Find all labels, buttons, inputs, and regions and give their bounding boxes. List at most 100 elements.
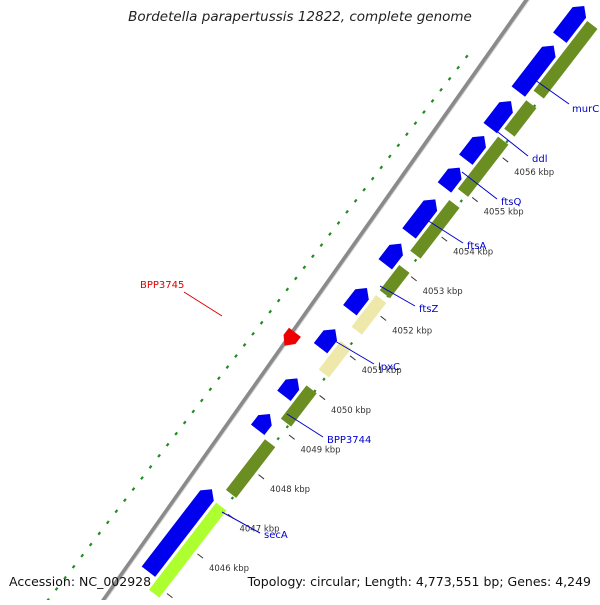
tick-label: 4050 kbp xyxy=(331,406,371,416)
gene-leader-line xyxy=(426,219,464,244)
cds-forward-feature xyxy=(277,378,300,401)
tick-mark xyxy=(471,197,478,203)
tick-label: 4051 kbp xyxy=(362,366,402,376)
tick-mark xyxy=(319,395,326,401)
gc-skew-dot xyxy=(123,498,127,503)
gene-label: secA xyxy=(264,530,288,541)
gc-skew-dot xyxy=(396,143,401,148)
gc-skew-dot xyxy=(63,575,67,580)
cog-feature xyxy=(457,136,509,197)
tick-label: 4052 kbp xyxy=(392,327,432,337)
gc-skew-dot xyxy=(285,287,290,292)
cds-forward-feature xyxy=(250,413,272,436)
tick-mark xyxy=(349,355,356,361)
cog-feature xyxy=(149,502,227,598)
gene-leader-line xyxy=(461,171,498,200)
cog-feature xyxy=(533,20,598,99)
gene-label: lpxC xyxy=(378,362,400,373)
gc-skew-dot xyxy=(251,331,255,336)
tick-label: 4056 kbp xyxy=(514,168,554,178)
gc-content-dot xyxy=(349,341,354,346)
cog-feature xyxy=(504,100,537,137)
cds-forward-feature xyxy=(313,329,338,354)
gc-content-dot xyxy=(459,199,463,203)
gc-skew-dot xyxy=(148,464,153,469)
tick-label: 4054 kbp xyxy=(453,247,493,257)
tick-label: 4047 kbp xyxy=(239,525,279,535)
gc-skew-dot xyxy=(405,132,409,137)
tick-mark xyxy=(441,236,448,242)
cds-forward-feature xyxy=(378,243,403,270)
cog-feature xyxy=(410,200,460,259)
gene-label: ftsQ xyxy=(501,197,521,208)
tick-mark xyxy=(410,276,417,282)
gc-skew-dot xyxy=(157,453,161,458)
genome-backbone xyxy=(98,0,529,605)
gene-label: ftsA xyxy=(467,241,486,252)
gc-skew-dot xyxy=(131,487,136,492)
tick-mark xyxy=(288,434,295,440)
gc-skew-dot xyxy=(71,564,76,569)
gene-label: BPP3745 xyxy=(140,280,184,291)
tick-mark xyxy=(502,157,509,163)
gc-content-dot xyxy=(413,258,418,263)
cds-forward-feature xyxy=(553,6,587,43)
gc-skew-dot xyxy=(88,542,93,547)
tick-mark xyxy=(258,474,265,480)
gc-skew-dot xyxy=(447,76,452,81)
gene-leader-line xyxy=(493,128,529,157)
tick-label: 4046 kbp xyxy=(209,564,249,574)
gc-skew-dot xyxy=(319,243,324,248)
gc-skew-dot xyxy=(328,232,332,236)
gc-skew-dot xyxy=(80,553,85,558)
gc-skew-dot xyxy=(430,99,435,103)
gc-content-dot xyxy=(322,377,326,381)
cds-forward-feature xyxy=(459,135,486,165)
gc-skew-dot xyxy=(182,420,187,425)
gc-skew-dot xyxy=(165,442,170,447)
gc-skew-dot xyxy=(387,154,392,159)
cds-forward-feature xyxy=(437,167,462,193)
cds-bpp3745-feature xyxy=(283,327,301,346)
gc-skew-dot xyxy=(345,209,349,214)
gene-label: BPP3744 xyxy=(327,435,371,446)
gc-skew-dot xyxy=(311,254,315,259)
gc-skew-dot xyxy=(225,365,230,370)
genome-backbone-highlight xyxy=(101,0,530,605)
gc-skew-dot xyxy=(259,320,264,325)
gc-skew-dot xyxy=(97,531,102,536)
tick-label: 4053 kbp xyxy=(423,287,463,297)
tick-label: 4048 kbp xyxy=(270,485,310,495)
gc-skew-dot xyxy=(105,520,110,525)
cog-feature xyxy=(351,295,387,335)
cog-feature xyxy=(225,439,276,498)
gc-skew-dot xyxy=(293,276,298,281)
gene-leader-line xyxy=(334,340,375,365)
gc-skew-dot xyxy=(379,165,384,170)
tick-mark xyxy=(166,593,173,599)
gc-content-dot xyxy=(505,139,509,144)
gc-skew-dot xyxy=(362,187,367,192)
gc-skew-dot xyxy=(191,409,196,414)
gc-skew-dot xyxy=(268,309,273,314)
tick-label: 4055 kbp xyxy=(484,208,524,218)
gc-skew-dot xyxy=(456,65,460,70)
cds-forward-feature xyxy=(511,45,556,97)
gc-skew-dot xyxy=(199,398,204,403)
gc-skew-dot xyxy=(54,586,59,591)
accession-label: Accession: NC_002928 xyxy=(9,574,152,589)
gene-leader-line xyxy=(221,511,261,534)
tick-label: 4049 kbp xyxy=(301,445,341,455)
gene-leader-line xyxy=(286,413,324,438)
gc-skew-dot xyxy=(217,376,221,381)
cds-forward-feature xyxy=(483,101,513,134)
gene-label: murC xyxy=(572,104,599,115)
cds-forward-feature xyxy=(141,489,214,577)
gc-skew-dot xyxy=(336,221,341,225)
topology-summary: Topology: circular; Length: 4,773,551 bp… xyxy=(247,574,591,589)
gene-leader-line xyxy=(534,79,570,105)
gc-skew-dot xyxy=(302,265,307,270)
gc-skew-dot xyxy=(208,387,213,392)
